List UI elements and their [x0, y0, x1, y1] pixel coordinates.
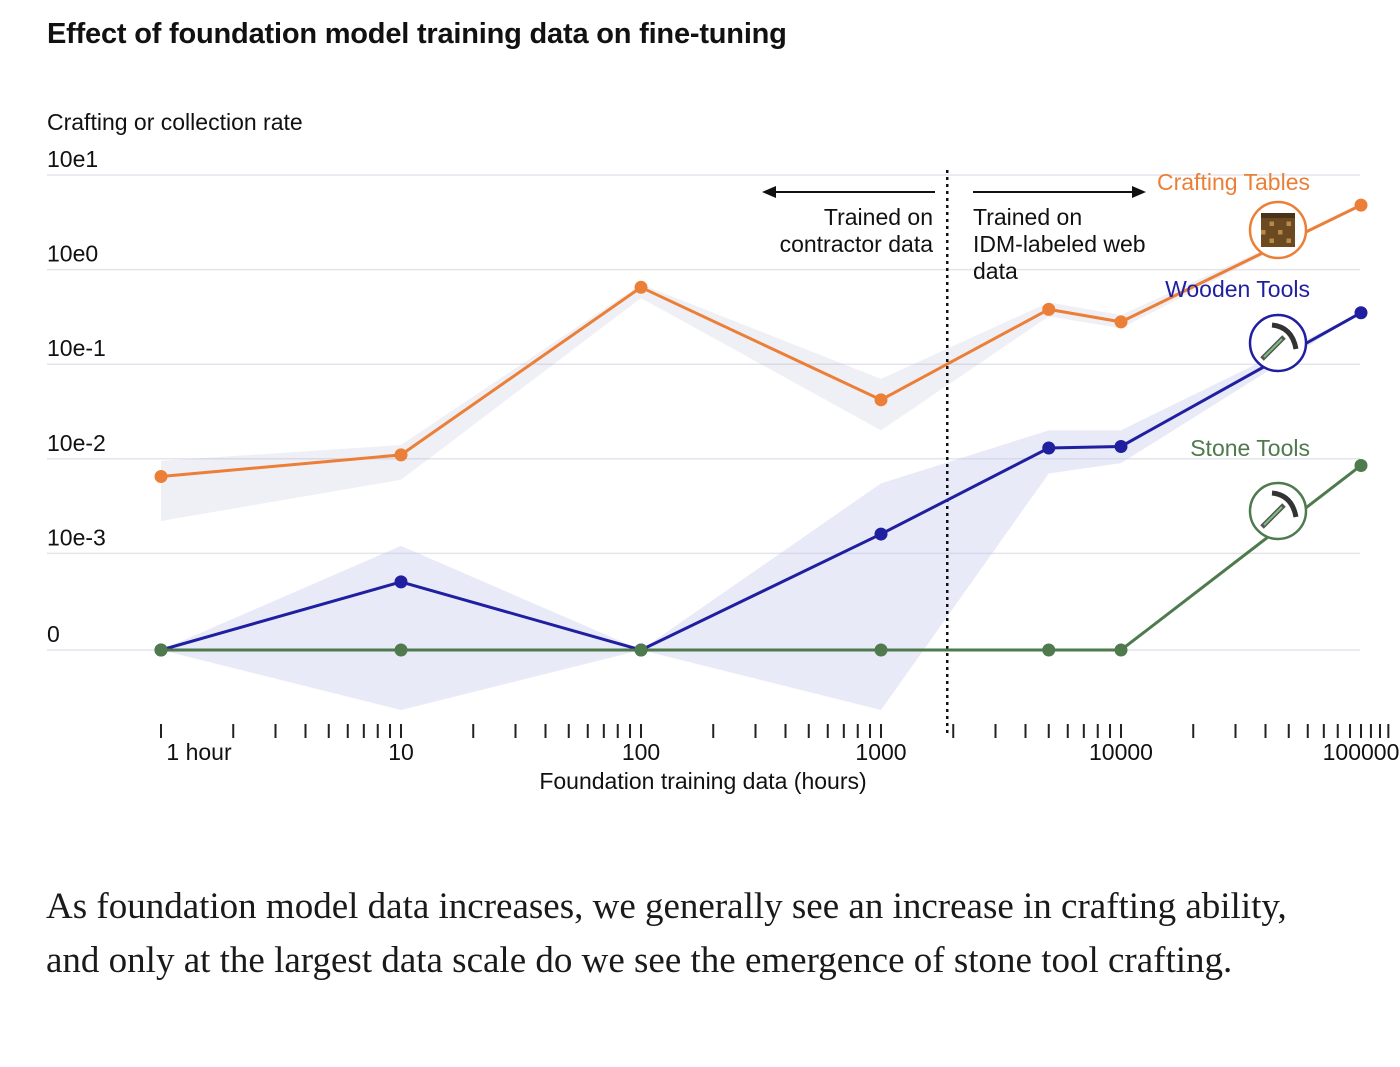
- series-labels: Crafting Tables Wooden Tools Stone Tools: [1157, 169, 1310, 461]
- figure-caption: As foundation model data increases, we g…: [46, 886, 1287, 981]
- table-pixel: [1269, 238, 1274, 243]
- data-point: [1042, 643, 1056, 657]
- pickaxe-highlight: [1263, 506, 1283, 526]
- data-point: [394, 643, 408, 657]
- data-point: [154, 469, 168, 483]
- y-tick-label: 10e-1: [47, 335, 106, 361]
- wooden-pickaxe-icon: [1248, 313, 1308, 373]
- y-axis-tick-labels: 10e1 10e0 10e-1 10e-2 10e-3 0: [47, 146, 106, 647]
- table-top: [1261, 213, 1295, 218]
- pickaxe-highlight: [1263, 338, 1283, 358]
- data-point: [1354, 198, 1368, 212]
- x-tick-label: 1 hour: [166, 739, 232, 765]
- y-axis-label: Crafting or collection rate: [47, 109, 303, 135]
- series-icons: [1248, 200, 1308, 541]
- confidence-bands: [161, 205, 1361, 710]
- x-axis-tick-labels: 1 hour 10 100 1000 10000 100000: [166, 739, 1399, 765]
- y-tick-label: 10e-3: [47, 524, 106, 550]
- x-axis-ticks: [160, 724, 1390, 738]
- data-point: [874, 393, 888, 407]
- left-arrowhead: [762, 186, 776, 198]
- right-region-label: IDM-labeled web: [973, 231, 1146, 257]
- confidence-band: [161, 312, 1361, 710]
- crafting-table-icon: [1248, 200, 1308, 260]
- data-point: [1114, 315, 1128, 329]
- table-pixel: [1286, 238, 1291, 243]
- y-tick-label: 10e-2: [47, 430, 106, 456]
- data-point: [634, 280, 648, 294]
- data-point: [634, 643, 648, 657]
- y-tick-label: 10e1: [47, 146, 98, 172]
- right-region-label: Trained on: [973, 204, 1082, 230]
- data-point: [874, 643, 888, 657]
- data-point: [874, 527, 888, 541]
- data-point: [154, 643, 168, 657]
- data-point: [1114, 643, 1128, 657]
- line-chart: 10e1 10e0 10e-1 10e-2 10e-3 0 Crafting or col…: [47, 109, 1399, 794]
- data-point: [1354, 458, 1368, 472]
- y-tick-label: 10e0: [47, 241, 98, 267]
- series-label: Wooden Tools: [1165, 276, 1310, 302]
- x-tick-label: 100: [622, 739, 660, 765]
- data-point: [394, 575, 408, 589]
- table-pixel: [1261, 230, 1266, 235]
- x-tick-label: 1000: [855, 739, 906, 765]
- x-tick-label: 10000: [1089, 739, 1153, 765]
- left-region-label: Trained on: [824, 204, 933, 230]
- right-arrowhead: [1132, 186, 1146, 198]
- left-region-label: contractor data: [780, 231, 934, 257]
- figure-title: Effect of foundation model training data…: [47, 18, 787, 50]
- stone-pickaxe-icon: [1248, 481, 1308, 541]
- x-axis-label: Foundation training data (hours): [539, 768, 866, 794]
- pickaxe-head: [1271, 322, 1299, 350]
- data-point: [1114, 439, 1128, 453]
- right-region-label: data: [973, 258, 1018, 284]
- data-point: [1042, 441, 1056, 455]
- series-label: Crafting Tables: [1157, 169, 1310, 195]
- series-label: Stone Tools: [1190, 435, 1310, 461]
- data-point: [1354, 306, 1368, 320]
- confidence-band: [161, 205, 1361, 522]
- data-point: [394, 448, 408, 462]
- data-point: [1042, 302, 1056, 316]
- table-pixel: [1278, 230, 1283, 235]
- x-tick-label: 100000: [1323, 739, 1400, 765]
- table-pixel: [1286, 221, 1291, 226]
- series-points: [154, 198, 1368, 657]
- x-tick-label: 10: [388, 739, 414, 765]
- pickaxe-head: [1271, 490, 1299, 518]
- table-pixel: [1269, 221, 1274, 226]
- y-tick-label: 0: [47, 621, 60, 647]
